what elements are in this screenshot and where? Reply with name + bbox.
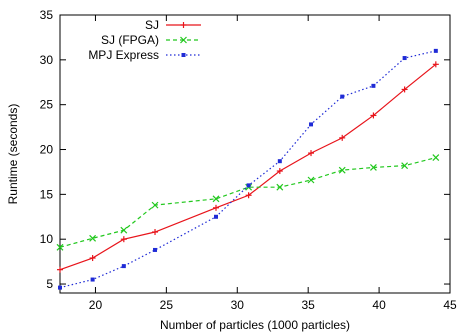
data-point [245, 192, 252, 199]
data-point [432, 61, 439, 68]
data-point [339, 134, 346, 141]
y-tick-label: 35 [40, 8, 54, 22]
legend-marker [180, 36, 187, 44]
y-tick-label: 30 [40, 53, 54, 67]
x-tick-label: 35 [302, 298, 316, 312]
series-line [59, 63, 437, 271]
data-point [276, 183, 284, 191]
data-point [370, 112, 377, 119]
data-point [120, 236, 127, 243]
data-point [56, 243, 64, 251]
series-line [59, 157, 436, 248]
data-point [90, 277, 95, 282]
data-point [277, 159, 282, 164]
data-point [433, 48, 438, 53]
legend-entry: SJ (FPGA) [101, 33, 201, 47]
x-tick-label: 20 [89, 298, 103, 312]
x-tick-label: 45 [443, 298, 457, 312]
x-axis-label: Number of particles (1000 particles) [160, 318, 350, 332]
data-point [89, 255, 96, 262]
series-0 [57, 61, 439, 273]
data-point [121, 264, 126, 269]
data-point [152, 229, 159, 236]
y-tick-label: 20 [40, 143, 54, 157]
legend-entry: MPJ Express [88, 48, 201, 62]
legend-marker [180, 22, 187, 28]
data-point [338, 166, 346, 174]
data-point [308, 150, 315, 157]
data-point [153, 247, 158, 252]
data-point [432, 154, 440, 162]
data-point [120, 226, 128, 234]
legend-entry: SJ [145, 18, 201, 32]
legend-label: MPJ Express [88, 48, 159, 62]
data-point [401, 86, 408, 93]
data-point [214, 214, 218, 219]
data-point [246, 183, 251, 188]
y-tick-label: 5 [46, 277, 53, 291]
data-point [213, 204, 219, 211]
series-layer [56, 48, 440, 290]
data-point [402, 56, 407, 61]
series-1 [56, 154, 440, 251]
data-point [369, 164, 377, 171]
series-line [59, 50, 436, 289]
data-point [401, 162, 409, 170]
data-point [276, 168, 283, 175]
data-point [340, 94, 345, 99]
legend-marker [181, 53, 186, 57]
x-tick-label: 40 [372, 298, 386, 312]
data-point [58, 285, 62, 290]
y-tick-label: 15 [40, 187, 54, 201]
y-tick-label: 25 [40, 98, 54, 112]
series-2 [58, 48, 438, 290]
data-point [212, 195, 220, 203]
y-axis-label: Runtime (seconds) [6, 104, 20, 205]
data-point [151, 201, 159, 209]
x-tick-label: 25 [160, 298, 174, 312]
legend-label: SJ [145, 18, 159, 32]
data-point [371, 83, 376, 88]
x-tick-label: 30 [231, 298, 245, 312]
data-point [89, 234, 97, 242]
data-point [57, 266, 63, 273]
y-tick-label: 10 [40, 232, 54, 246]
data-point [309, 122, 314, 127]
plot-frame [59, 14, 451, 294]
data-point [307, 176, 315, 184]
axis-ticks: 20 25 30 35 40 45 5 10 15 20 25 30 35 [40, 8, 457, 312]
legend-label: SJ (FPGA) [101, 33, 159, 47]
